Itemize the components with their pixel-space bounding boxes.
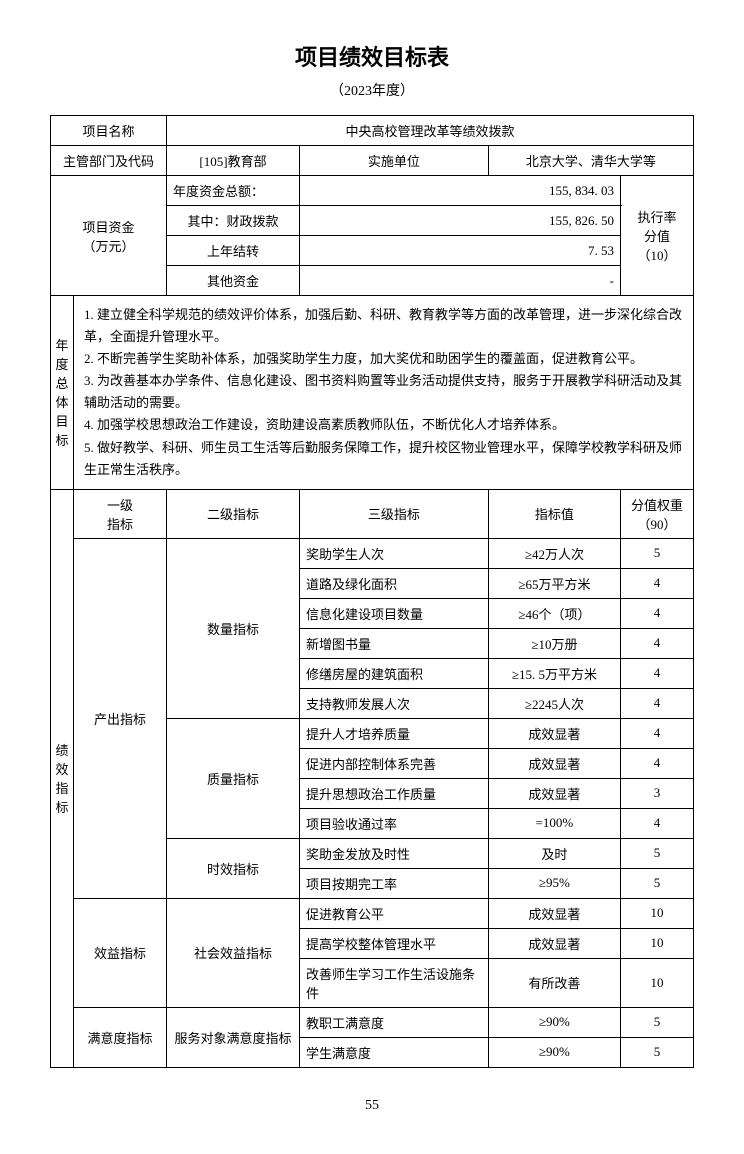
l2-social: 社会效益指标: [167, 898, 300, 1007]
l3: 改善师生学习工作生活设施条件: [300, 958, 489, 1007]
l3: 提升人才培养质量: [300, 718, 489, 748]
w: 5: [621, 538, 694, 568]
l3: 道路及绿化面积: [300, 568, 489, 598]
project-name-value: 中央高校管理改革等绩效拨款: [167, 116, 694, 146]
l3: 奖助学生人次: [300, 538, 489, 568]
table-row: 绩效指标 一级指标 二级指标 三级指标 指标值 分值权重（90）: [51, 489, 694, 538]
page-number: 55: [50, 1098, 694, 1114]
kpi-h4: 指标值: [488, 489, 620, 538]
funds-section-label: 项目资金 （万元）: [51, 176, 167, 296]
val: 成效显著: [488, 748, 620, 778]
val: ≥90%: [488, 1007, 620, 1037]
val: ≥90%: [488, 1037, 620, 1067]
w: 10: [621, 928, 694, 958]
l2-qty: 数量指标: [167, 538, 300, 718]
kpi-section-label: 绩效指标: [51, 489, 74, 1067]
l3: 促进教育公平: [300, 898, 489, 928]
other-label: 其他资金: [167, 266, 300, 296]
total-label: 年度资金总额：: [167, 176, 300, 206]
w: 5: [621, 1007, 694, 1037]
val: ≥95%: [488, 868, 620, 898]
val: 有所改善: [488, 958, 620, 1007]
table-row: 项目资金 （万元） 年度资金总额： 155, 834. 03 执行率 分值 （1…: [51, 176, 694, 206]
val: ≥65万平方米: [488, 568, 620, 598]
val: 成效显著: [488, 928, 620, 958]
l3: 支持教师发展人次: [300, 688, 489, 718]
w: 4: [621, 628, 694, 658]
w: 4: [621, 718, 694, 748]
page-title: 项目绩效目标表: [50, 40, 694, 72]
l3: 修缮房屋的建筑面积: [300, 658, 489, 688]
val: =100%: [488, 808, 620, 838]
l3: 教职工满意度: [300, 1007, 489, 1037]
val: ≥42万人次: [488, 538, 620, 568]
kpi-h5: 分值权重（90）: [621, 489, 694, 538]
w: 5: [621, 838, 694, 868]
l3: 奖助金发放及时性: [300, 838, 489, 868]
table-row: 项目名称 中央高校管理改革等绩效拨款: [51, 116, 694, 146]
w: 10: [621, 958, 694, 1007]
l1-output: 产出指标: [74, 538, 167, 898]
val: 及时: [488, 838, 620, 868]
val: 成效显著: [488, 778, 620, 808]
l2-time: 时效指标: [167, 838, 300, 898]
l3: 提升思想政治工作质量: [300, 778, 489, 808]
w: 5: [621, 1037, 694, 1067]
l3: 信息化建设项目数量: [300, 598, 489, 628]
val: ≥2245人次: [488, 688, 620, 718]
w: 3: [621, 778, 694, 808]
table-row: 主管部门及代码 [105]教育部 实施单位 北京大学、清华大学等: [51, 146, 694, 176]
fiscal-value: 155, 826. 50: [300, 206, 621, 236]
l3: 新增图书量: [300, 628, 489, 658]
goals-text: 1. 建立健全科学规范的绩效评价体系，加强后勤、科研、教育教学等方面的改革管理，…: [74, 296, 694, 490]
l3: 学生满意度: [300, 1037, 489, 1067]
val: 成效显著: [488, 718, 620, 748]
val: 成效显著: [488, 898, 620, 928]
exec-rate-label: 执行率 分值 （10）: [621, 176, 694, 296]
w: 10: [621, 898, 694, 928]
carry-label: 上年结转: [167, 236, 300, 266]
val: ≥10万册: [488, 628, 620, 658]
l2-service: 服务对象满意度指标: [167, 1007, 300, 1067]
w: 5: [621, 868, 694, 898]
table-row: 产出指标 数量指标 奖助学生人次 ≥42万人次 5: [51, 538, 694, 568]
kpi-h3: 三级指标: [300, 489, 489, 538]
w: 4: [621, 748, 694, 778]
other-value: -: [300, 266, 621, 296]
l3: 提高学校整体管理水平: [300, 928, 489, 958]
performance-table: 项目名称 中央高校管理改革等绩效拨款 主管部门及代码 [105]教育部 实施单位…: [50, 115, 694, 1068]
l1-benefit: 效益指标: [74, 898, 167, 1007]
w: 4: [621, 568, 694, 598]
kpi-h2: 二级指标: [167, 489, 300, 538]
impl-unit-label: 实施单位: [300, 146, 489, 176]
w: 4: [621, 688, 694, 718]
w: 4: [621, 598, 694, 628]
l3: 促进内部控制体系完善: [300, 748, 489, 778]
l3: 项目验收通过率: [300, 808, 489, 838]
l1-satisfaction: 满意度指标: [74, 1007, 167, 1067]
goals-label: 年度总体目标: [51, 296, 74, 490]
dept-label: 主管部门及代码: [51, 146, 167, 176]
w: 4: [621, 658, 694, 688]
impl-unit-value: 北京大学、清华大学等: [488, 146, 693, 176]
val: ≥15. 5万平方米: [488, 658, 620, 688]
l3: 项目按期完工率: [300, 868, 489, 898]
l2-quality: 质量指标: [167, 718, 300, 838]
kpi-h1: 一级指标: [74, 489, 167, 538]
dept-value: [105]教育部: [167, 146, 300, 176]
table-row: 满意度指标 服务对象满意度指标 教职工满意度 ≥90% 5: [51, 1007, 694, 1037]
w: 4: [621, 808, 694, 838]
page-subtitle: （2023年度）: [50, 80, 694, 100]
table-row: 效益指标 社会效益指标 促进教育公平 成效显著 10: [51, 898, 694, 928]
table-row: 年度总体目标 1. 建立健全科学规范的绩效评价体系，加强后勤、科研、教育教学等方…: [51, 296, 694, 490]
fiscal-label: 其中：财政拨款: [167, 206, 300, 236]
project-name-label: 项目名称: [51, 116, 167, 146]
carry-value: 7. 53: [300, 236, 621, 266]
val: ≥46个（项）: [488, 598, 620, 628]
total-value: 155, 834. 03: [300, 176, 621, 206]
